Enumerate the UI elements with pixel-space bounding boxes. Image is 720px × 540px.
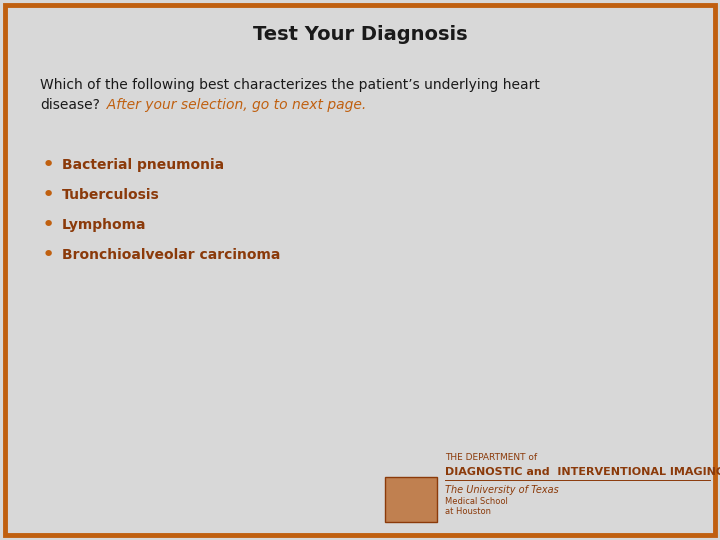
Text: Which of the following best characterizes the patient’s underlying heart: Which of the following best characterize… (40, 78, 540, 92)
Text: THE DEPARTMENT of: THE DEPARTMENT of (445, 454, 537, 462)
Text: Lymphoma: Lymphoma (62, 218, 146, 232)
Text: The University of Texas: The University of Texas (445, 485, 559, 495)
Text: DIAGNOSTIC and  INTERVENTIONAL IMAGING: DIAGNOSTIC and INTERVENTIONAL IMAGING (445, 467, 720, 477)
Text: •: • (41, 185, 55, 205)
Text: •: • (41, 215, 55, 235)
Text: •: • (41, 245, 55, 265)
FancyBboxPatch shape (5, 5, 715, 535)
Text: After your selection, go to next page.: After your selection, go to next page. (98, 98, 366, 112)
Text: disease?: disease? (40, 98, 100, 112)
Text: •: • (41, 155, 55, 175)
Text: Test Your Diagnosis: Test Your Diagnosis (253, 25, 467, 44)
FancyBboxPatch shape (385, 477, 437, 522)
Text: Bronchioalveolar carcinoma: Bronchioalveolar carcinoma (62, 248, 280, 262)
Text: Tuberculosis: Tuberculosis (62, 188, 160, 202)
Text: Bacterial pneumonia: Bacterial pneumonia (62, 158, 224, 172)
Text: Medical School: Medical School (445, 497, 508, 507)
Text: at Houston: at Houston (445, 508, 491, 516)
